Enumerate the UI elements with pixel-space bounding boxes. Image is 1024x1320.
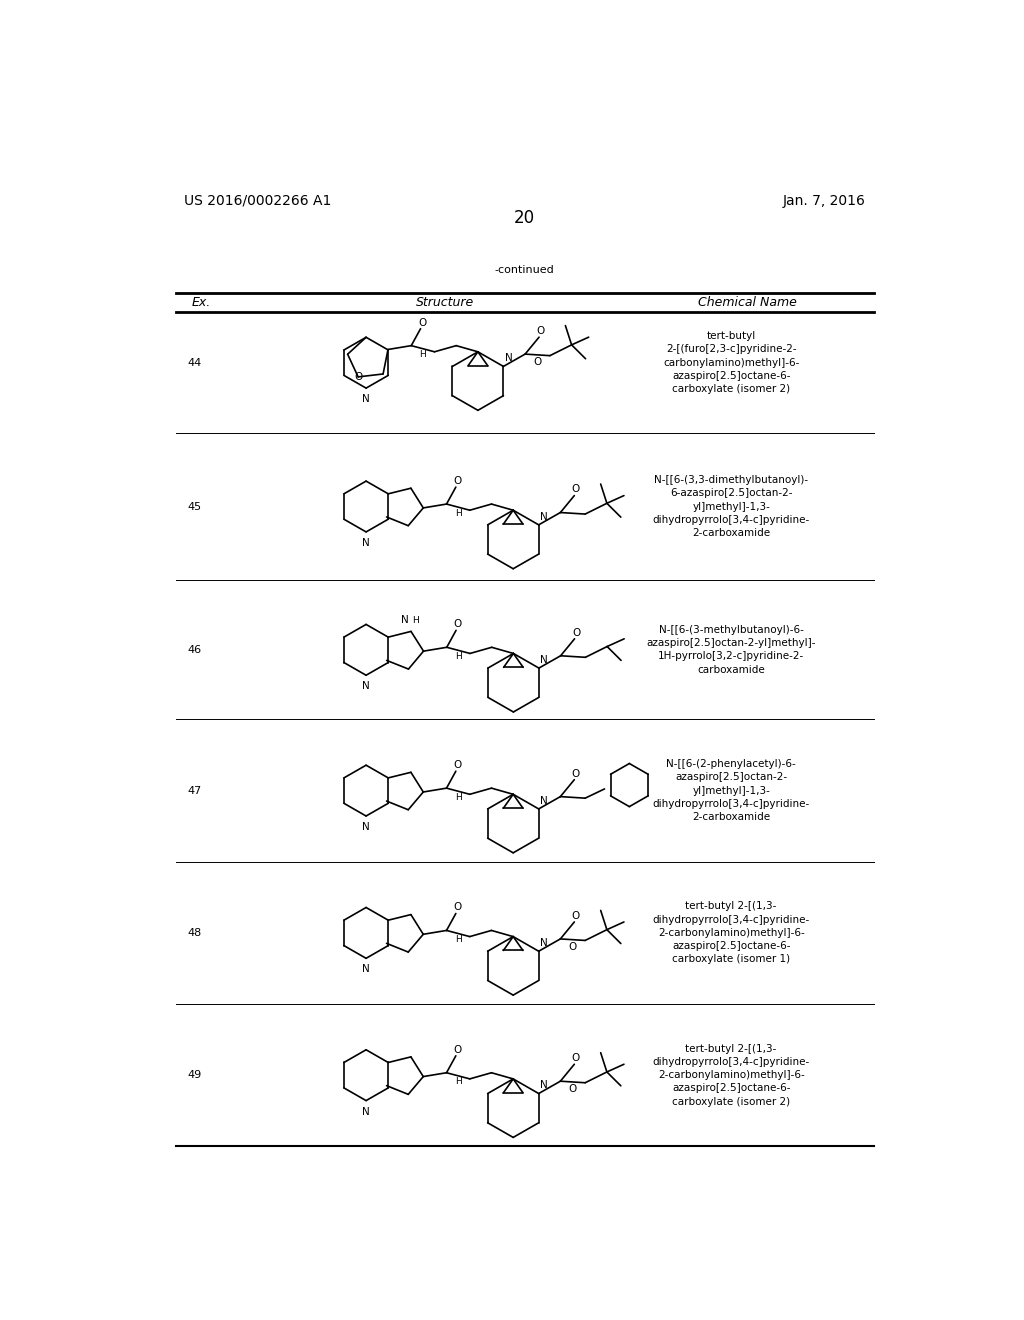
Text: -continued: -continued xyxy=(495,265,555,275)
Text: 44: 44 xyxy=(187,358,202,368)
Text: O: O xyxy=(354,372,362,381)
Text: O: O xyxy=(454,619,462,630)
Text: N-[[6-(3,3-dimethylbutanoyl)-
6-azaspiro[2.5]octan-2-
yl]methyl]-1,3-
dihydropyr: N-[[6-(3,3-dimethylbutanoyl)- 6-azaspiro… xyxy=(652,475,810,539)
Text: N-[[6-(2-phenylacetyl)-6-
azaspiro[2.5]octan-2-
yl]methyl]-1,3-
dihydropyrrolo[3: N-[[6-(2-phenylacetyl)-6- azaspiro[2.5]o… xyxy=(652,759,810,822)
Text: 45: 45 xyxy=(187,502,202,512)
Text: N: N xyxy=(401,615,409,626)
Text: 46: 46 xyxy=(187,645,202,655)
Text: N: N xyxy=(541,796,548,805)
Text: Jan. 7, 2016: Jan. 7, 2016 xyxy=(783,194,866,209)
Text: H: H xyxy=(455,1077,462,1086)
Text: O: O xyxy=(534,356,542,367)
Text: 49: 49 xyxy=(187,1071,202,1080)
Text: O: O xyxy=(571,768,580,779)
Text: O: O xyxy=(568,941,577,952)
Text: US 2016/0002266 A1: US 2016/0002266 A1 xyxy=(183,194,331,209)
Text: O: O xyxy=(454,1044,462,1055)
Text: N-[[6-(3-methylbutanoyl)-6-
azaspiro[2.5]octan-2-yl]methyl]-
1H-pyrrolo[3,2-c]py: N-[[6-(3-methylbutanoyl)-6- azaspiro[2.5… xyxy=(646,626,816,675)
Text: O: O xyxy=(537,326,545,337)
Text: N: N xyxy=(541,1081,548,1090)
Text: O: O xyxy=(571,911,580,921)
Text: H: H xyxy=(420,350,426,359)
Text: Structure: Structure xyxy=(417,296,474,309)
Text: N: N xyxy=(362,539,370,548)
Text: 47: 47 xyxy=(187,785,202,796)
Text: N: N xyxy=(362,395,370,404)
Text: tert-butyl 2-[(1,3-
dihydropyrrolo[3,4-c]pyridine-
2-carbonylamino)methyl]-6-
az: tert-butyl 2-[(1,3- dihydropyrrolo[3,4-c… xyxy=(652,1044,810,1106)
Text: 48: 48 xyxy=(187,928,202,939)
Text: H: H xyxy=(413,616,419,626)
Text: N: N xyxy=(362,1106,370,1117)
Text: H: H xyxy=(455,652,462,661)
Text: H: H xyxy=(455,935,462,944)
Text: N: N xyxy=(505,354,513,363)
Text: O: O xyxy=(454,760,462,770)
Text: N: N xyxy=(362,965,370,974)
Text: N: N xyxy=(541,512,548,521)
Text: O: O xyxy=(571,1053,580,1063)
Text: O: O xyxy=(571,484,580,495)
Text: tert-butyl 2-[(1,3-
dihydropyrrolo[3,4-c]pyridine-
2-carbonylamino)methyl]-6-
az: tert-butyl 2-[(1,3- dihydropyrrolo[3,4-c… xyxy=(652,902,810,965)
Text: H: H xyxy=(455,508,462,517)
Text: Chemical Name: Chemical Name xyxy=(697,296,797,309)
Text: O: O xyxy=(572,628,581,638)
Text: tert-butyl
2-[(furo[2,3-c]pyridine-2-
carbonylamino)methyl]-6-
azaspiro[2.5]octa: tert-butyl 2-[(furo[2,3-c]pyridine-2- ca… xyxy=(663,331,800,395)
Text: N: N xyxy=(362,822,370,832)
Text: O: O xyxy=(454,903,462,912)
Text: O: O xyxy=(418,318,426,327)
Text: N: N xyxy=(362,681,370,692)
Text: O: O xyxy=(454,477,462,486)
Text: N: N xyxy=(541,655,548,665)
Text: O: O xyxy=(568,1084,577,1094)
Text: 20: 20 xyxy=(514,209,536,227)
Text: H: H xyxy=(455,793,462,801)
Text: Ex.: Ex. xyxy=(191,296,211,309)
Text: N: N xyxy=(541,939,548,948)
